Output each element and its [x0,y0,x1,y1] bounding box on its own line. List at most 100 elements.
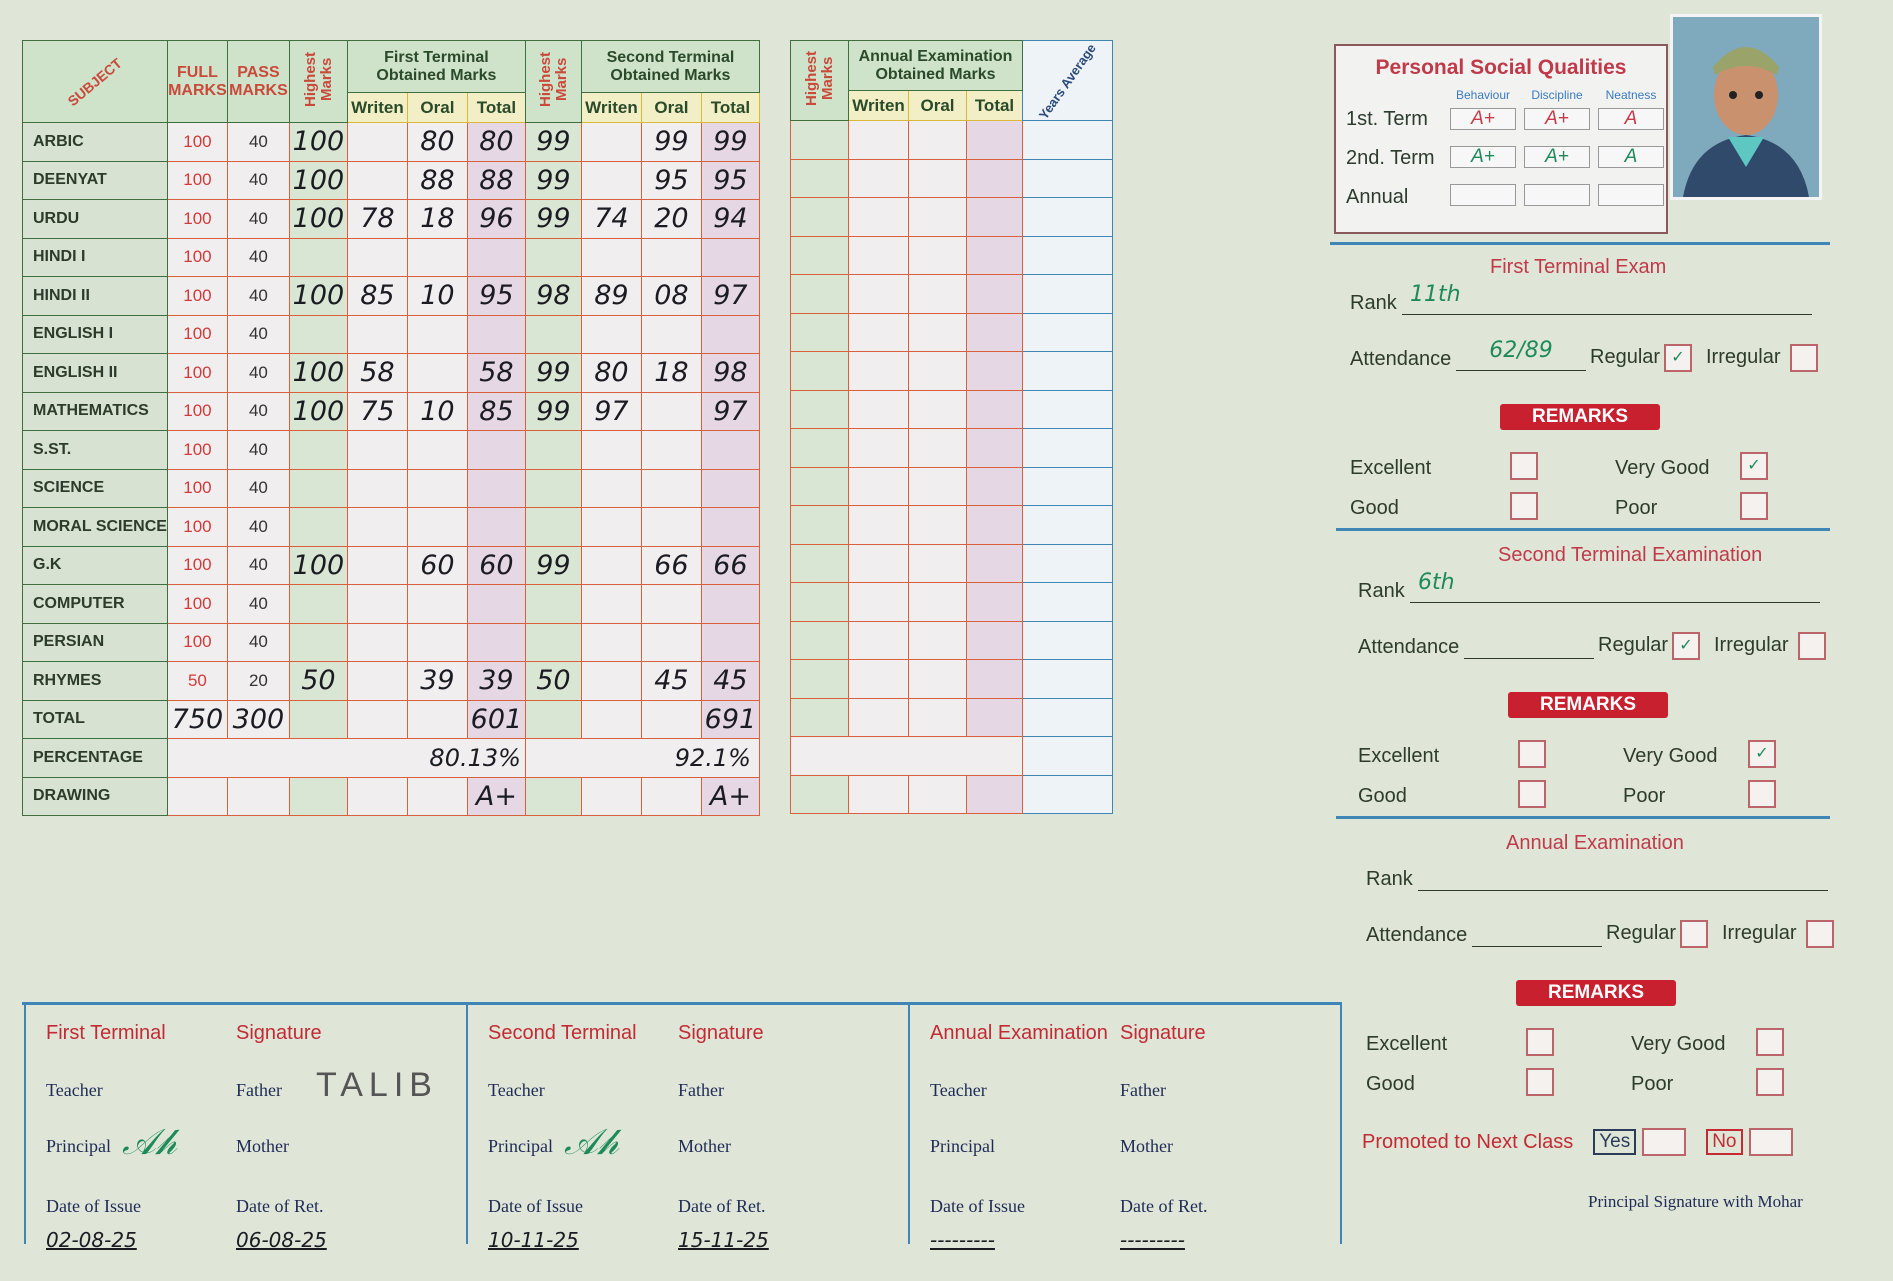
mark-cell-st-high[interactable]: 99 [524,199,582,239]
mark-cell-st-o[interactable] [640,699,702,739]
annual-mark-cell[interactable] [908,543,967,583]
years-average-cell[interactable] [1022,197,1113,237]
mark-cell-ft-t[interactable] [466,237,526,277]
drawing-cell[interactable] [288,776,348,816]
irregular-checkbox[interactable] [1790,344,1818,372]
mark-cell-ft-o[interactable]: 80 [406,122,468,162]
mark-cell-st-o[interactable]: 18 [640,353,702,393]
years-average-cell[interactable] [1022,659,1113,699]
psq-grade-box[interactable]: A+ [1524,108,1590,130]
remark-poor-checkbox[interactable] [1756,1068,1784,1096]
annual-mark-cell[interactable] [908,312,967,352]
mark-cell-st-high[interactable] [524,622,582,662]
annual-mark-cell[interactable] [848,697,909,737]
mark-cell-pass[interactable]: 40 [226,353,290,393]
attendance-field[interactable] [1472,914,1602,947]
second-terminal-percentage[interactable]: 92.1% [524,738,760,778]
mark-cell-st-t[interactable] [700,468,760,508]
mark-cell-ft-o[interactable]: 60 [406,545,468,585]
mark-cell-ft-high[interactable] [288,468,348,508]
mark-cell-pass[interactable]: 40 [226,507,290,547]
annual-mark-cell[interactable] [966,120,1023,160]
remark-good-checkbox[interactable] [1510,492,1538,520]
mark-cell-st-o[interactable] [640,507,702,547]
remark-very-good-checkbox[interactable]: ✓ [1748,740,1776,768]
mark-cell-ft-t[interactable]: 60 [466,545,526,585]
years-average-cell[interactable] [1022,389,1113,429]
mark-cell-full[interactable]: 100 [166,314,228,354]
drawing-cell[interactable] [580,776,642,816]
years-average-cell[interactable] [1022,351,1113,391]
annual-mark-cell[interactable] [966,505,1023,545]
mark-cell-st-t[interactable]: 691 [700,699,760,739]
mark-cell-ft-w[interactable] [346,699,408,739]
annual-mark-cell[interactable] [966,197,1023,237]
mark-cell-st-w[interactable] [580,584,642,624]
annual-mark-cell[interactable] [790,543,849,583]
years-average-cell[interactable] [1022,736,1113,776]
annual-mark-cell[interactable] [790,197,849,237]
mark-cell-full[interactable]: 100 [166,430,228,470]
annual-mark-cell[interactable] [790,274,849,314]
annual-mark-cell[interactable] [966,351,1023,391]
mark-cell-ft-o[interactable] [406,622,468,662]
attendance-field[interactable]: 62/89 [1456,338,1586,371]
annual-mark-cell[interactable] [790,312,849,352]
mark-cell-ft-high[interactable]: 100 [288,353,348,393]
mark-cell-st-high[interactable]: 99 [524,160,582,200]
years-average-cell[interactable] [1022,697,1113,737]
mark-cell-st-o[interactable] [640,430,702,470]
mark-cell-ft-o[interactable] [406,507,468,547]
annual-mark-cell[interactable] [966,235,1023,275]
remark-very-good-checkbox[interactable]: ✓ [1740,452,1768,480]
mark-cell-st-w[interactable] [580,622,642,662]
annual-mark-cell[interactable] [848,774,909,814]
annual-mark-cell[interactable] [966,389,1023,429]
mark-cell-ft-high[interactable] [288,622,348,662]
mark-cell-ft-o[interactable] [406,468,468,508]
date-of-issue-value[interactable]: 10-11-25 [488,1228,579,1252]
mark-cell-ft-t[interactable] [466,622,526,662]
annual-mark-cell[interactable] [908,505,967,545]
annual-mark-cell[interactable] [848,235,909,275]
mark-cell-ft-w[interactable]: 58 [346,353,408,393]
mark-cell-pass[interactable]: 20 [226,661,290,701]
annual-mark-cell[interactable] [848,428,909,468]
mark-cell-st-t[interactable]: 98 [700,353,760,393]
mark-cell-st-o[interactable]: 08 [640,276,702,316]
mark-cell-st-o[interactable]: 45 [640,661,702,701]
years-average-cell[interactable] [1022,158,1113,198]
mark-cell-full[interactable]: 750 [166,699,228,739]
mark-cell-ft-high[interactable] [288,237,348,277]
annual-mark-cell[interactable] [908,620,967,660]
mark-cell-ft-w[interactable] [346,430,408,470]
mark-cell-ft-t[interactable]: 96 [466,199,526,239]
mark-cell-ft-o[interactable]: 18 [406,199,468,239]
mark-cell-st-w[interactable]: 74 [580,199,642,239]
annual-mark-cell[interactable] [790,389,849,429]
annual-mark-cell[interactable] [908,774,967,814]
mark-cell-st-w[interactable] [580,507,642,547]
mark-cell-st-t[interactable] [700,622,760,662]
annual-mark-cell[interactable] [908,197,967,237]
mark-cell-full[interactable]: 100 [166,122,228,162]
mark-cell-ft-o[interactable] [406,353,468,393]
annual-mark-cell[interactable] [848,120,909,160]
mark-cell-full[interactable]: 100 [166,391,228,431]
annual-mark-cell[interactable] [790,428,849,468]
years-average-cell[interactable] [1022,620,1113,660]
mark-cell-full[interactable]: 100 [166,584,228,624]
years-average-cell[interactable] [1022,774,1113,814]
psq-grade-box[interactable]: A [1598,146,1664,168]
annual-mark-cell[interactable] [966,428,1023,468]
annual-mark-cell[interactable] [908,697,967,737]
years-average-cell[interactable] [1022,312,1113,352]
mark-cell-ft-w[interactable]: 85 [346,276,408,316]
annual-mark-cell[interactable] [908,582,967,622]
annual-mark-cell[interactable] [908,351,967,391]
annual-mark-cell[interactable] [908,389,967,429]
mark-cell-pass[interactable]: 40 [226,391,290,431]
mark-cell-st-high[interactable]: 98 [524,276,582,316]
remark-excellent-checkbox[interactable] [1510,452,1538,480]
attendance-field[interactable] [1464,626,1594,659]
